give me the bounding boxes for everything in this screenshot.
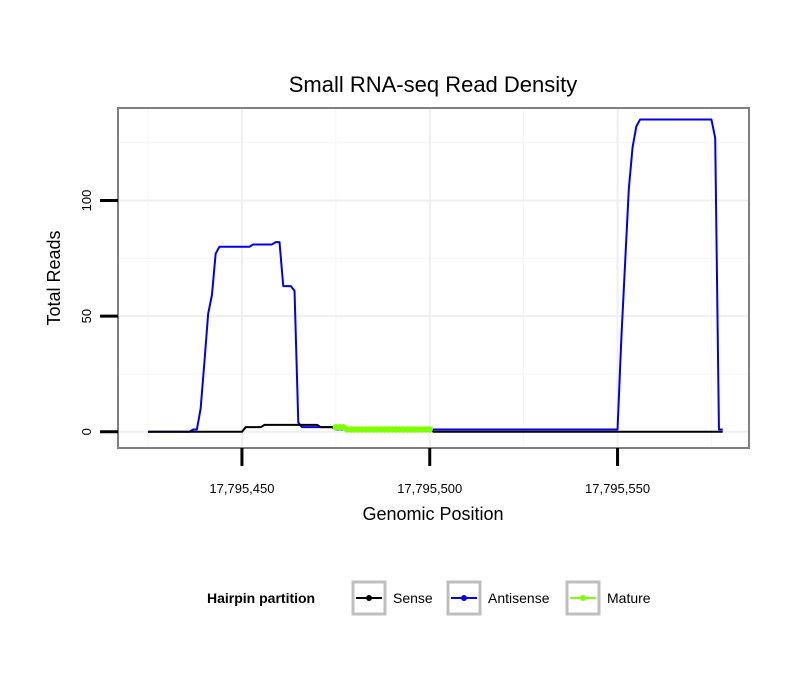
- chart-title: Small RNA-seq Read Density: [289, 72, 578, 97]
- legend-item-antisense: Antisense: [446, 580, 550, 616]
- x-axis-label: Genomic Position: [362, 504, 503, 524]
- legend: Hairpin partition Sense Antisense Mature: [207, 580, 651, 616]
- legend-title: Hairpin partition: [207, 590, 315, 606]
- y-tick-label-0: 0: [79, 428, 94, 435]
- series-point-mature: [426, 426, 433, 433]
- x-tick-label-2: 17,795,550: [585, 481, 650, 496]
- legend-label-sense: Sense: [393, 590, 433, 606]
- series-line-antisense: [148, 118, 723, 433]
- y-tick-label-2: 100: [79, 190, 94, 212]
- axes: 17,795,450 17,795,500 17,795,550 0 50 100: [79, 190, 650, 496]
- series-line-sense: [148, 423, 723, 433]
- plot-panel: [117, 107, 750, 449]
- legend-swatch-point-antisense: [461, 595, 467, 601]
- y-tick-label-1: 50: [79, 309, 94, 323]
- x-tick-label-0: 17,795,450: [209, 481, 274, 496]
- x-tick-label-1: 17,795,500: [397, 481, 462, 496]
- series-layer: [148, 118, 723, 433]
- legend-label-antisense: Antisense: [488, 590, 550, 606]
- legend-item-sense: Sense: [351, 580, 433, 616]
- legend-swatch-point-sense: [366, 595, 372, 601]
- legend-swatch-point-mature: [580, 595, 586, 601]
- legend-item-mature: Mature: [565, 580, 651, 616]
- legend-label-mature: Mature: [607, 590, 651, 606]
- y-axis-label: Total Reads: [44, 230, 64, 325]
